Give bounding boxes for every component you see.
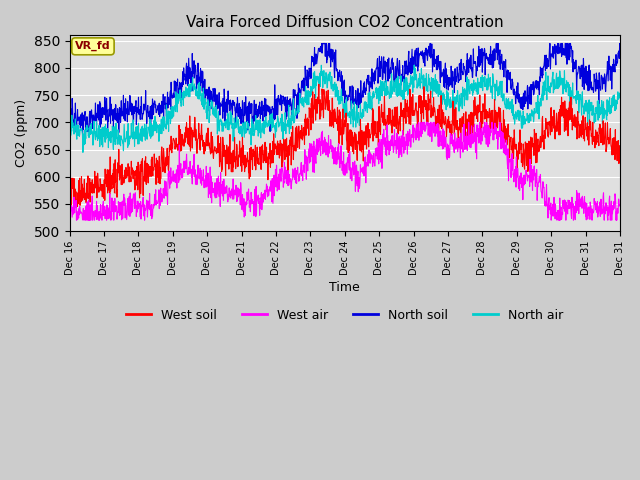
X-axis label: Time: Time [330, 281, 360, 294]
Y-axis label: CO2 (ppm): CO2 (ppm) [15, 99, 28, 167]
Legend: West soil, West air, North soil, North air: West soil, West air, North soil, North a… [121, 303, 568, 326]
Text: VR_fd: VR_fd [75, 41, 111, 51]
Title: Vaira Forced Diffusion CO2 Concentration: Vaira Forced Diffusion CO2 Concentration [186, 15, 504, 30]
